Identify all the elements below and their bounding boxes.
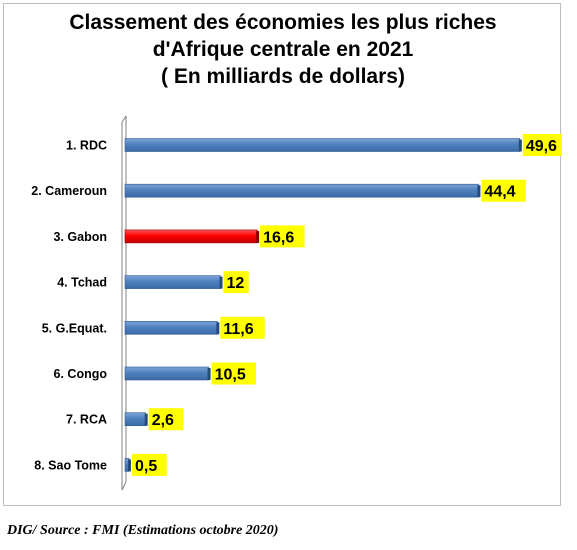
chart-title-line-2: d'Afrique centrale en 2021 xyxy=(152,38,414,61)
category-label: 8. Sao Tome xyxy=(34,458,107,472)
bar-end-cap xyxy=(518,139,522,152)
data-label-background xyxy=(481,179,526,202)
bar-1 xyxy=(124,138,521,152)
category-label: 4. Tchad xyxy=(57,276,107,290)
bar-4 xyxy=(124,275,221,289)
data-label: 49,6 xyxy=(526,138,557,155)
bar-end-cap xyxy=(256,230,260,243)
data-label-background xyxy=(223,271,249,294)
bar-7 xyxy=(124,412,146,427)
data-label-background xyxy=(522,134,562,156)
category-label: 7. RCA xyxy=(66,413,107,427)
data-label-background xyxy=(260,225,305,248)
data-label: 44,4 xyxy=(484,184,515,201)
bar-end-cap xyxy=(127,459,131,472)
data-label-background xyxy=(220,316,265,339)
category-label: 1. RDC xyxy=(66,139,107,153)
bar-5 xyxy=(124,320,218,335)
data-label-background xyxy=(148,408,184,431)
data-label: 2,6 xyxy=(152,412,174,429)
data-label: 12 xyxy=(227,275,245,292)
category-label: 6. Congo xyxy=(54,367,108,381)
bar-end-cap xyxy=(477,185,481,198)
chart-title: Classement des économies les plus riches… xyxy=(4,9,562,90)
data-label-background xyxy=(131,453,167,476)
category-label: 2. Cameroun xyxy=(31,184,107,198)
category-label: 3. Gabon xyxy=(54,230,107,244)
data-label: 16,6 xyxy=(263,229,294,246)
bar-end-cap xyxy=(144,413,148,426)
data-label-background xyxy=(211,362,256,385)
bar-3 xyxy=(124,229,258,244)
category-label: 5. G.Equat. xyxy=(42,321,107,335)
source-note: DIG/ Source : FMI (Estimations octobre 2… xyxy=(7,523,279,538)
bar-end-cap xyxy=(207,368,211,380)
bar-plot: 1. RDC 49,6 2. Cameroun 44,4 3. Gabon 16,6 4. … xyxy=(31,115,562,491)
chart-title-line-1: Classement des économies les plus riches xyxy=(69,11,497,34)
data-label: 10,5 xyxy=(215,367,246,384)
data-label: 0,5 xyxy=(135,458,157,475)
data-label: 11,6 xyxy=(223,321,253,338)
bar-2 xyxy=(124,183,479,198)
chart-frame: Classement des économies les plus riches… xyxy=(3,3,562,506)
bar-end-cap xyxy=(216,322,220,335)
bar-end-cap xyxy=(219,276,223,289)
category-axis-bottom xyxy=(121,481,127,491)
chart-title-line-3: ( En milliards de dollars) xyxy=(161,65,405,88)
category-axis-top xyxy=(121,115,127,123)
bar-6 xyxy=(124,366,209,381)
